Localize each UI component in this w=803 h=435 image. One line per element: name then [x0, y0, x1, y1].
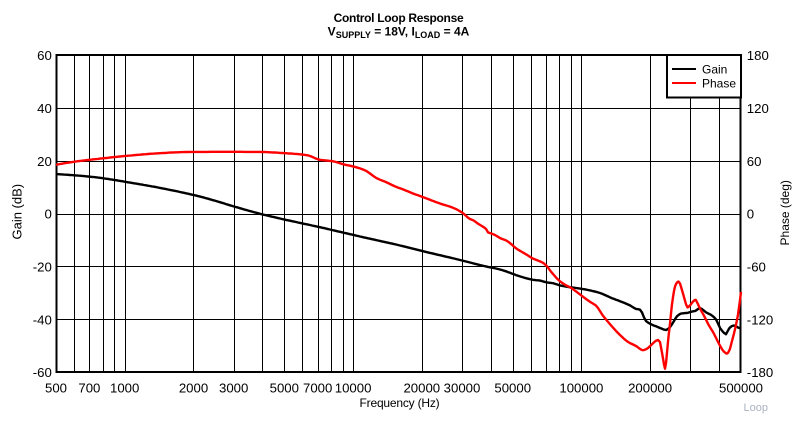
svg-text:7000: 7000: [303, 380, 332, 395]
svg-text:Loop: Loop: [744, 402, 768, 414]
svg-text:40: 40: [37, 101, 52, 116]
svg-text:60: 60: [37, 48, 52, 63]
svg-text:120: 120: [747, 101, 769, 116]
svg-text:5000: 5000: [270, 380, 299, 395]
svg-text:50000: 50000: [494, 380, 531, 395]
svg-text:Frequency (Hz): Frequency (Hz): [360, 396, 440, 410]
svg-text:-20: -20: [33, 260, 52, 275]
svg-text:Phase (deg): Phase (deg): [778, 180, 792, 245]
svg-text:-60: -60: [33, 365, 52, 380]
svg-text:3000: 3000: [219, 380, 248, 395]
svg-text:20000: 20000: [403, 380, 440, 395]
svg-text:500000: 500000: [719, 380, 763, 395]
svg-text:0: 0: [747, 207, 754, 222]
svg-text:30000: 30000: [444, 380, 481, 395]
svg-text:200000: 200000: [628, 380, 672, 395]
svg-text:-40: -40: [33, 312, 52, 327]
svg-text:-180: -180: [747, 365, 773, 380]
svg-text:700: 700: [78, 380, 100, 395]
svg-text:-60: -60: [747, 260, 766, 275]
svg-text:-120: -120: [747, 312, 773, 327]
svg-text:10000: 10000: [335, 380, 372, 395]
svg-text:500: 500: [45, 380, 67, 395]
svg-text:0: 0: [44, 207, 51, 222]
svg-text:Gain (dB): Gain (dB): [10, 184, 25, 240]
svg-text:20: 20: [37, 154, 52, 169]
svg-text:Phase: Phase: [702, 77, 736, 91]
svg-text:1000: 1000: [110, 380, 139, 395]
svg-text:180: 180: [747, 48, 769, 63]
svg-text:Gain: Gain: [702, 63, 727, 77]
svg-text:Control Loop Response: Control Loop Response: [334, 11, 464, 25]
svg-text:2000: 2000: [179, 380, 208, 395]
svg-text:60: 60: [747, 154, 762, 169]
svg-text:100000: 100000: [559, 380, 603, 395]
